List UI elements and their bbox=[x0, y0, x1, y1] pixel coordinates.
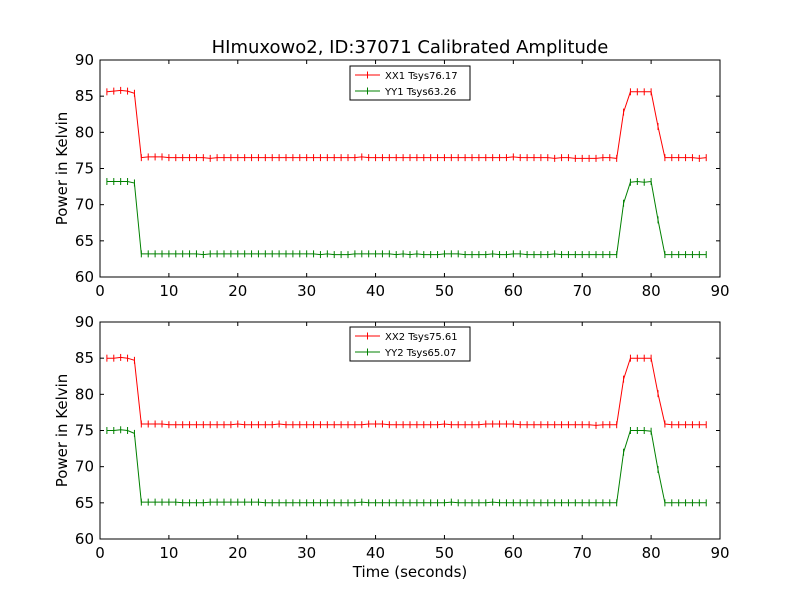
x-tick-label: 80 bbox=[642, 282, 661, 300]
legend-label: XX1 Tsys76.17 bbox=[385, 71, 458, 82]
figure-title: HImuxowo2, ID:37071 Calibrated Amplitude bbox=[212, 37, 609, 58]
y-tick-label: 80 bbox=[75, 123, 94, 141]
y-tick-label: 75 bbox=[75, 160, 94, 178]
series-0 bbox=[106, 353, 707, 429]
series-line bbox=[106, 356, 707, 426]
series-1 bbox=[106, 178, 707, 259]
y-axis-label: Power in Kelvin bbox=[53, 112, 71, 226]
legend-label: XX2 Tsys75.61 bbox=[385, 332, 458, 343]
y-tick-label: 90 bbox=[75, 313, 94, 331]
x-tick-label: 70 bbox=[573, 282, 592, 300]
y-tick-label: 70 bbox=[75, 458, 94, 476]
x-tick-label: 60 bbox=[504, 544, 523, 562]
legend-label: YY1 Tsys63.26 bbox=[384, 87, 456, 98]
series-0 bbox=[106, 86, 707, 162]
series-1 bbox=[106, 426, 707, 507]
x-tick-label: 50 bbox=[435, 544, 454, 562]
x-tick-label: 70 bbox=[573, 544, 592, 562]
plot-bottom: 0 10 20 30 40 50 60 70 80 90 60 65 70 75 80 85 90 Power i… bbox=[53, 313, 730, 562]
x-tick-label: 0 bbox=[95, 282, 105, 300]
x-tick-label: 40 bbox=[366, 282, 385, 300]
x-tick-label: 20 bbox=[228, 544, 247, 562]
legend-box bbox=[349, 65, 471, 101]
y-tick-label: 85 bbox=[75, 87, 94, 105]
x-tick-label: 50 bbox=[435, 282, 454, 300]
x-tick-label: 90 bbox=[710, 282, 729, 300]
x-tick-label: 80 bbox=[642, 544, 661, 562]
x-axis-label: Time (seconds) bbox=[352, 563, 468, 581]
legend-label: YY2 Tsys65.07 bbox=[384, 348, 456, 359]
x-tick-label: 40 bbox=[366, 544, 385, 562]
y-tick-label: 90 bbox=[75, 51, 94, 69]
legend: XX1 Tsys76.17 YY1 Tsys63.26 bbox=[349, 65, 471, 101]
legend-box bbox=[349, 326, 471, 362]
y-tick-label: 65 bbox=[75, 232, 94, 250]
y-tick-label: 70 bbox=[75, 196, 94, 214]
plot-top: 0 10 20 30 40 50 60 70 80 90 60 65 70 75 80 85 90 Power i… bbox=[53, 51, 730, 300]
x-tick-label: 10 bbox=[159, 544, 178, 562]
series-line bbox=[106, 429, 707, 504]
series-line bbox=[106, 180, 707, 256]
y-tick-label: 85 bbox=[75, 349, 94, 367]
x-tick-label: 30 bbox=[297, 544, 316, 562]
y-tick-label: 60 bbox=[75, 268, 94, 286]
y-tick-label: 75 bbox=[75, 422, 94, 440]
y-tick-label: 65 bbox=[75, 494, 94, 512]
y-tick-label: 60 bbox=[75, 530, 94, 548]
x-tick-label: 90 bbox=[710, 544, 729, 562]
x-tick-label: 30 bbox=[297, 282, 316, 300]
y-tick-label: 80 bbox=[75, 385, 94, 403]
series-line bbox=[106, 89, 707, 159]
x-tick-label: 20 bbox=[228, 282, 247, 300]
x-tick-label: 10 bbox=[159, 282, 178, 300]
y-axis-label: Power in Kelvin bbox=[53, 374, 71, 488]
legend: XX2 Tsys75.61 YY2 Tsys65.07 bbox=[349, 326, 471, 362]
x-tick-label: 60 bbox=[504, 282, 523, 300]
x-tick-label: 0 bbox=[95, 544, 105, 562]
